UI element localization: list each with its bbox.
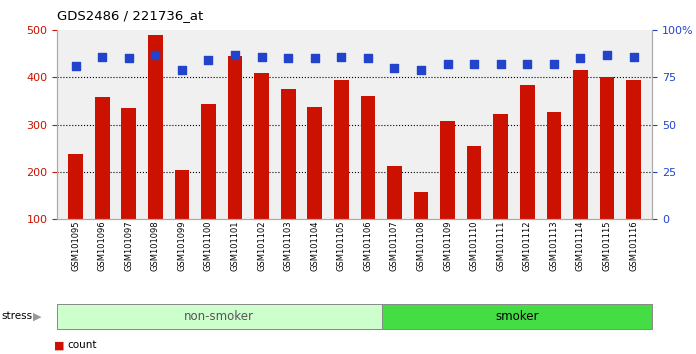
- Bar: [228, 56, 242, 219]
- Point: [416, 67, 427, 73]
- Bar: [493, 114, 508, 219]
- Point: [628, 54, 639, 59]
- Point: [548, 61, 560, 67]
- Bar: [68, 154, 83, 219]
- Bar: [361, 96, 375, 219]
- Bar: [413, 192, 428, 219]
- Bar: [148, 35, 163, 219]
- Bar: [626, 80, 641, 219]
- Point: [256, 54, 267, 59]
- Point: [309, 56, 320, 61]
- Point: [176, 67, 187, 73]
- Point: [389, 65, 400, 71]
- Text: count: count: [68, 340, 97, 350]
- Bar: [441, 121, 455, 219]
- Point: [230, 52, 241, 58]
- Point: [495, 61, 506, 67]
- Point: [70, 63, 81, 69]
- Point: [203, 58, 214, 63]
- Bar: [573, 70, 587, 219]
- Bar: [387, 166, 402, 219]
- Point: [442, 61, 453, 67]
- Text: smoker: smoker: [495, 310, 539, 323]
- Bar: [254, 73, 269, 219]
- Bar: [546, 113, 561, 219]
- Point: [363, 56, 374, 61]
- Text: ■: ■: [54, 340, 65, 350]
- Text: GDS2486 / 221736_at: GDS2486 / 221736_at: [57, 9, 203, 22]
- Text: ▶: ▶: [33, 312, 42, 321]
- Point: [150, 52, 161, 58]
- Bar: [122, 108, 136, 219]
- Bar: [520, 85, 535, 219]
- Bar: [334, 80, 349, 219]
- Bar: [201, 104, 216, 219]
- Text: non-smoker: non-smoker: [184, 310, 254, 323]
- Bar: [600, 78, 615, 219]
- Point: [575, 56, 586, 61]
- Bar: [308, 107, 322, 219]
- Bar: [95, 97, 109, 219]
- Point: [335, 54, 347, 59]
- Text: stress: stress: [1, 312, 33, 321]
- Bar: [281, 89, 296, 219]
- Point: [283, 56, 294, 61]
- Point: [97, 54, 108, 59]
- Point: [123, 56, 134, 61]
- Bar: [467, 145, 482, 219]
- Bar: [175, 170, 189, 219]
- Point: [522, 61, 533, 67]
- Point: [468, 61, 480, 67]
- Point: [601, 52, 612, 58]
